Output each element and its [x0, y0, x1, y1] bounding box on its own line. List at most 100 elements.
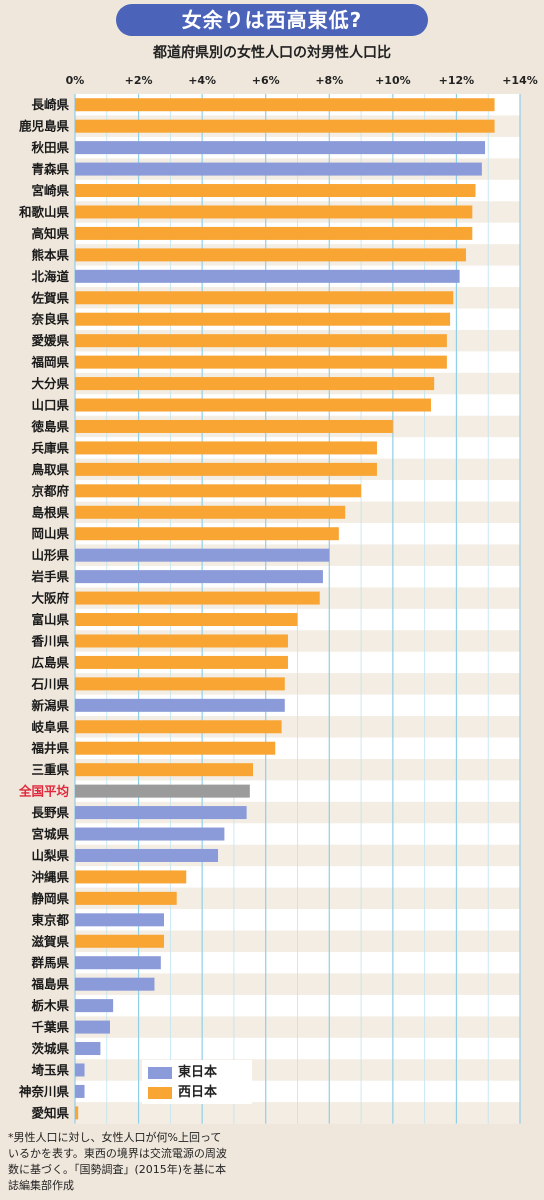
category-label: 北海道 — [31, 269, 69, 284]
category-label: 長野県 — [31, 805, 69, 820]
category-label: 兵庫県 — [31, 440, 69, 455]
bar — [75, 655, 288, 669]
chart-subtitle: 都道府県別の女性人口の対男性人口比 — [153, 45, 391, 61]
bar — [75, 162, 482, 176]
category-label: 岡山県 — [31, 526, 69, 541]
bar — [75, 870, 187, 884]
footnote: *男性人口に対し、女性人口が何%上回っているかを表す。東西の境界は交流電源の周波… — [8, 1131, 227, 1192]
category-label: 大阪府 — [31, 591, 69, 606]
x-tick-label: +10% — [375, 74, 411, 87]
bar — [75, 591, 320, 605]
category-label: 宮城県 — [31, 827, 69, 842]
category-label: 京都府 — [31, 483, 69, 498]
category-label: 島根県 — [31, 505, 69, 520]
bar — [75, 355, 447, 369]
bar — [75, 291, 454, 305]
category-label: 愛知県 — [31, 1105, 69, 1120]
category-label: 静岡県 — [31, 891, 69, 906]
category-label: 岩手県 — [30, 569, 69, 584]
bar — [75, 827, 225, 841]
category-label: 山梨県 — [31, 848, 69, 863]
bar — [75, 269, 460, 283]
category-label: 長崎県 — [31, 97, 69, 112]
category-label: 岐阜県 — [31, 719, 69, 734]
legend-label-east: 東日本 — [178, 1065, 218, 1080]
bar — [75, 398, 431, 412]
bar — [75, 999, 114, 1013]
category-label: 高知県 — [31, 226, 69, 241]
category-label: 福島県 — [30, 977, 69, 992]
category-label: 石川県 — [30, 676, 69, 691]
bar — [75, 891, 177, 905]
category-label: 埼玉県 — [31, 1062, 69, 1077]
category-label: 鹿児島県 — [19, 119, 70, 134]
bar — [75, 913, 164, 927]
x-tick-label: 0% — [66, 74, 85, 87]
bar — [75, 1063, 85, 1077]
bar — [75, 505, 346, 519]
category-label: 三重県 — [31, 762, 69, 777]
category-label: 山形県 — [31, 548, 69, 563]
category-label: 福井県 — [30, 741, 69, 756]
bar — [75, 613, 298, 627]
category-label: 福岡県 — [30, 355, 69, 370]
category-label: 和歌山県 — [18, 204, 70, 219]
category-label: 大分県 — [31, 376, 69, 391]
bar — [75, 634, 288, 648]
bar — [75, 184, 476, 198]
bar — [75, 934, 164, 948]
category-label: 山口県 — [31, 398, 69, 413]
bar — [75, 977, 155, 991]
category-label: 茨城県 — [31, 1041, 69, 1056]
bar — [75, 334, 447, 348]
category-label: 滋賀県 — [31, 934, 69, 949]
category-label: 沖縄県 — [31, 869, 69, 884]
bar — [75, 570, 323, 584]
bar — [75, 1042, 101, 1056]
bar — [75, 1020, 110, 1034]
category-label: 佐賀県 — [30, 290, 69, 305]
x-tick-label: +8% — [315, 74, 343, 87]
category-label: 栃木県 — [31, 998, 69, 1013]
bar — [75, 484, 362, 498]
x-tick-label: +4% — [188, 74, 216, 87]
category-label: 東京都 — [31, 912, 69, 927]
bar — [75, 205, 473, 219]
bar — [75, 720, 282, 734]
bar — [75, 784, 250, 798]
x-tick-label: +2% — [125, 74, 153, 87]
category-label: 新潟県 — [31, 698, 69, 713]
bar — [75, 1106, 79, 1120]
bar — [75, 956, 161, 970]
bar-chart: 0% +2% +4% +6% +8% +10% +12% +14% 長崎県鹿児島県秋田県青森県宮… — [18, 74, 538, 1124]
category-label: 熊本県 — [31, 247, 69, 262]
bar — [75, 677, 285, 691]
bar — [75, 548, 330, 562]
category-label: 宮崎県 — [31, 183, 69, 198]
category-label: 神奈川県 — [19, 1084, 70, 1099]
category-label: 群馬県 — [30, 955, 69, 970]
category-label: 香川県 — [30, 633, 69, 648]
bar — [75, 226, 473, 240]
category-label: 千葉県 — [31, 1020, 69, 1035]
category-label: 徳島県 — [30, 419, 69, 434]
x-tick-label: +12% — [439, 74, 475, 87]
legend-swatch-east — [148, 1066, 172, 1079]
bar — [75, 741, 276, 755]
bar — [75, 441, 377, 455]
category-label: 青森県 — [31, 162, 69, 177]
bar — [75, 527, 339, 541]
bar — [75, 462, 377, 476]
bar — [75, 98, 495, 112]
bar — [75, 848, 219, 862]
bar — [75, 1084, 85, 1098]
bar — [75, 763, 253, 777]
category-label: 富山県 — [31, 612, 69, 627]
category-label: 鳥取県 — [31, 462, 69, 477]
category-label: 広島県 — [31, 655, 69, 670]
bar — [75, 119, 495, 133]
bar — [75, 141, 486, 155]
category-label: 奈良県 — [30, 312, 69, 327]
bar — [75, 377, 435, 391]
category-label: 愛媛県 — [31, 333, 69, 348]
